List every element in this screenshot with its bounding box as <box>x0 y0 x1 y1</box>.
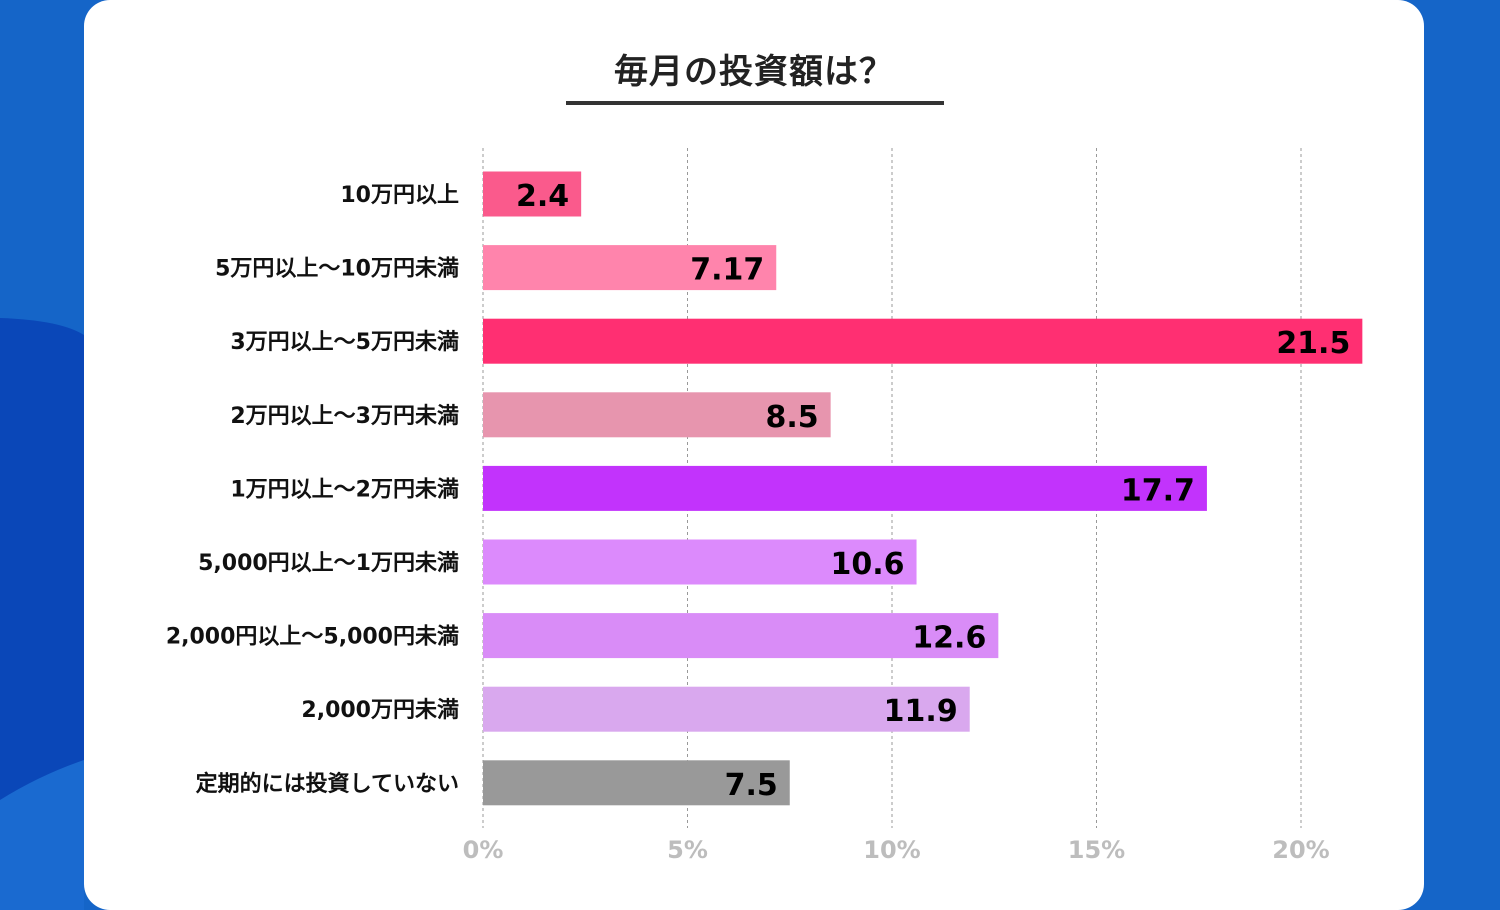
value-label: 7.17 <box>690 253 764 288</box>
category-label: 10万円以上 <box>340 183 459 208</box>
bar <box>483 245 777 291</box>
x-tick-label: 15% <box>1068 836 1125 864</box>
bar <box>483 465 1207 511</box>
chart-title: 毎月の投資額は？ <box>614 52 894 92</box>
value-label: 2.4 <box>516 179 569 214</box>
category-label: 定期的には投資していない <box>196 771 459 797</box>
x-tick-label: 10% <box>863 836 920 864</box>
bar-chart: 0% 5% 10% 15% 20% 10万円以上 2.4 5万円以上～10万円未満 7.17 3万… <box>166 148 1363 864</box>
value-label: 7.5 <box>725 768 778 803</box>
category-label: 3万円以上～5万円未満 <box>230 329 459 355</box>
category-label: 1万円以上～2万円未満 <box>230 476 459 502</box>
bar <box>483 318 1363 364</box>
title-underline <box>566 101 944 105</box>
category-label: 5,000円以上～1万円未満 <box>198 550 459 576</box>
bar <box>483 613 999 659</box>
background-shape <box>0 318 84 910</box>
value-label: 12.6 <box>912 621 986 656</box>
background-shape <box>0 760 84 910</box>
x-tick-label: 20% <box>1272 836 1329 864</box>
category-label: 5万円以上～10万円未満 <box>215 256 459 282</box>
category-label: 2,000円以上～5,000円未満 <box>166 624 459 650</box>
bar <box>483 171 582 217</box>
value-label: 11.9 <box>884 694 958 729</box>
bar <box>483 392 831 438</box>
chart-card <box>84 0 1424 910</box>
value-label: 17.7 <box>1121 473 1195 508</box>
value-label: 21.5 <box>1276 326 1350 361</box>
value-label: 10.6 <box>831 547 905 582</box>
category-label: 2,000万円未満 <box>301 697 459 723</box>
value-label: 8.5 <box>765 400 818 435</box>
x-tick-label: 5% <box>667 836 708 864</box>
bar <box>483 760 790 806</box>
bar <box>483 686 970 732</box>
x-tick-label: 0% <box>463 836 504 864</box>
category-label: 2万円以上～3万円未満 <box>230 403 459 429</box>
bar <box>483 539 917 585</box>
